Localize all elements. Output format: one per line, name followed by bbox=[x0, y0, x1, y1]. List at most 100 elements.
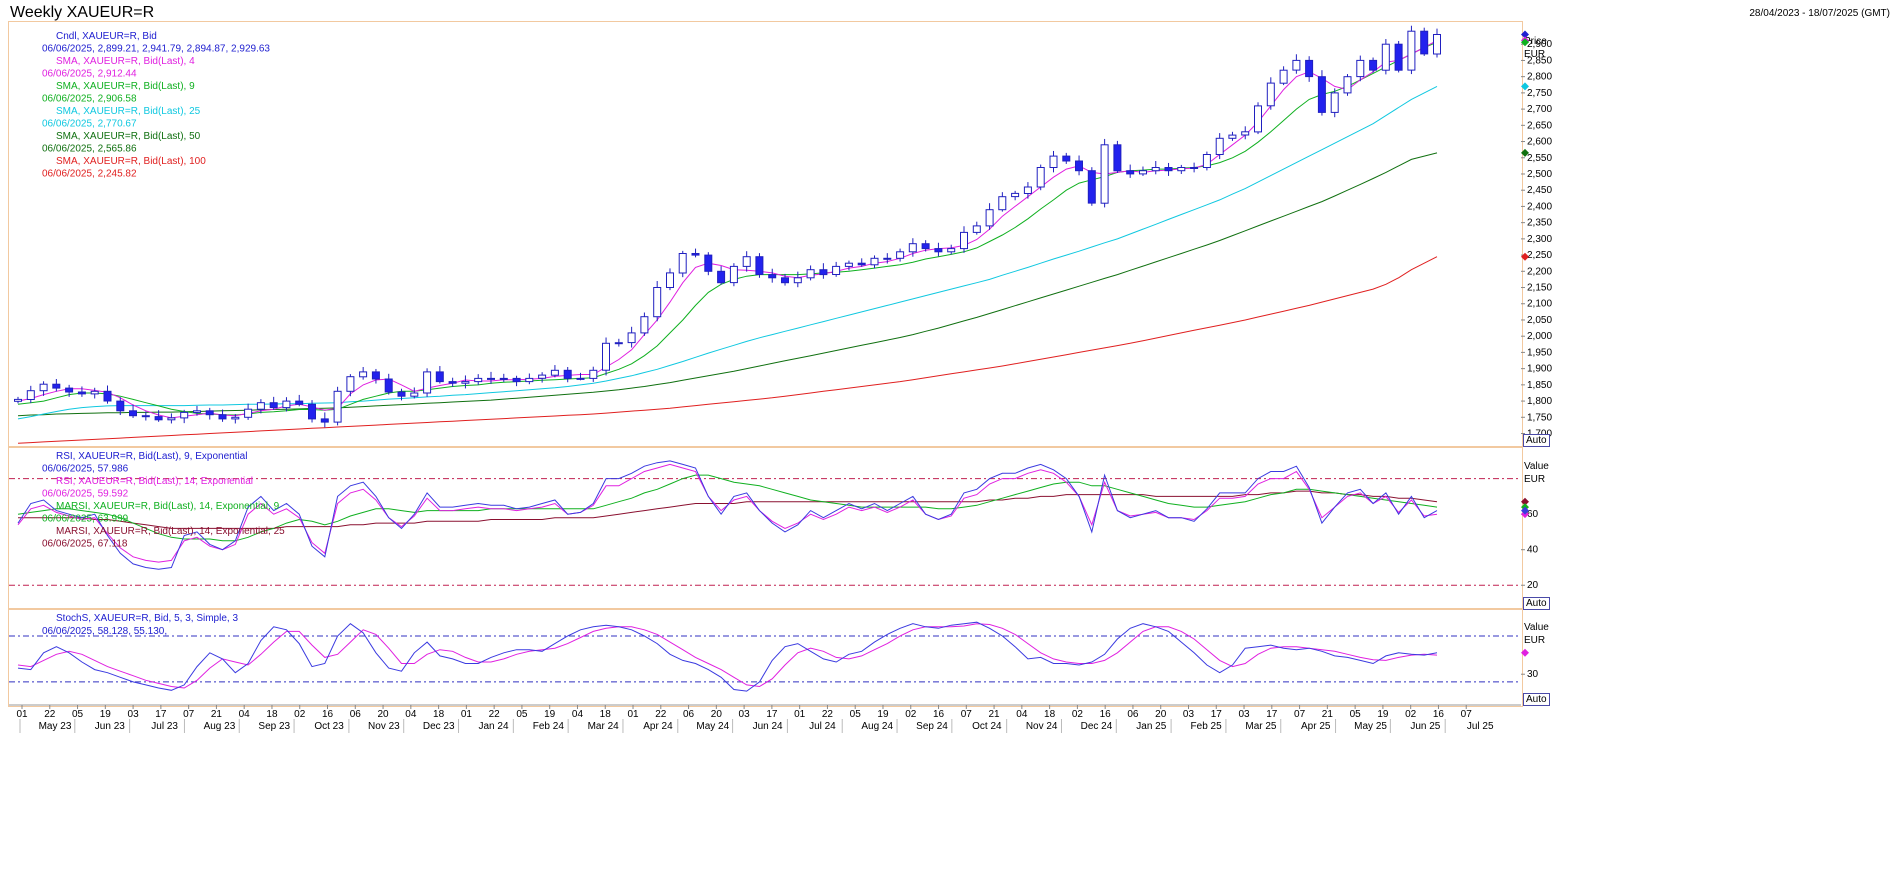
x-day-label: 21 bbox=[1322, 709, 1334, 720]
candle-body bbox=[205, 410, 214, 416]
stoch-legend-value: 06/06/2025, 58.128, 55.130, bbox=[42, 626, 167, 637]
x-day-label: 17 bbox=[155, 709, 167, 720]
x-day-label: 03 bbox=[128, 709, 140, 720]
stoch-axis-tick-label: 30 bbox=[1527, 669, 1539, 680]
x-day-label: 04 bbox=[572, 709, 584, 720]
x-month-label: May 23 bbox=[39, 721, 72, 732]
x-month-label: Feb 24 bbox=[533, 721, 565, 732]
candle-body bbox=[1420, 30, 1429, 55]
candle-body bbox=[487, 377, 495, 380]
candle-body bbox=[1266, 82, 1275, 107]
sma50-last-marker bbox=[1521, 148, 1529, 157]
candle-body bbox=[1343, 76, 1352, 94]
candle-body bbox=[1317, 76, 1326, 113]
sma100-last-marker bbox=[1521, 252, 1529, 261]
stoch-k-line bbox=[17, 621, 1438, 692]
price-legend-label: SMA, XAUEUR=R, Bid(Last), 25 bbox=[56, 106, 201, 117]
candle-body bbox=[1394, 43, 1403, 71]
candle-body bbox=[448, 381, 457, 384]
x-month-label: Jun 25 bbox=[1410, 721, 1440, 732]
candle-body bbox=[717, 270, 726, 284]
marsi25-last-marker bbox=[1521, 497, 1529, 506]
x-day-label: 04 bbox=[1016, 709, 1028, 720]
rsi-legend-value: 06/06/2025, 63.999 bbox=[42, 514, 129, 525]
x-day-label: 17 bbox=[1266, 709, 1278, 720]
x-day-label: 07 bbox=[1461, 709, 1473, 720]
candle-body bbox=[218, 414, 227, 420]
candle-body bbox=[525, 377, 534, 383]
x-day-label: 07 bbox=[961, 709, 973, 720]
price-axis-tick-label: 1,800 bbox=[1527, 396, 1552, 407]
candle-body bbox=[666, 272, 674, 288]
candle-body bbox=[602, 342, 610, 371]
candle-body bbox=[921, 243, 930, 250]
candle-body bbox=[1049, 155, 1058, 169]
candle-body bbox=[908, 243, 917, 253]
price-legend-value: 06/06/2025, 2,906.58 bbox=[42, 94, 137, 105]
x-month-label: Mar 24 bbox=[588, 721, 620, 732]
price-legend-value: 06/06/2025, 2,899.21, 2,941.79, 2,894.87… bbox=[42, 44, 270, 55]
x-day-label: 02 bbox=[1405, 709, 1417, 720]
candle-body bbox=[819, 269, 828, 276]
x-day-label: 01 bbox=[461, 709, 473, 720]
candle-body bbox=[1036, 167, 1045, 188]
candle-body bbox=[371, 371, 380, 380]
x-day-label: 17 bbox=[766, 709, 778, 720]
price-axis-tick-label: 1,950 bbox=[1527, 347, 1552, 358]
x-day-label: 19 bbox=[1377, 709, 1389, 720]
x-month-label: Jun 24 bbox=[753, 721, 783, 732]
price-axis-tick-label: 2,250 bbox=[1527, 250, 1552, 261]
rsi-axis-tick-label: 60 bbox=[1527, 509, 1539, 520]
candle-body bbox=[704, 254, 713, 272]
candle-body bbox=[435, 371, 444, 383]
x-day-label: 05 bbox=[72, 709, 84, 720]
price-legend-value: 06/06/2025, 2,912.44 bbox=[42, 69, 137, 80]
candle-body bbox=[1279, 69, 1288, 84]
candle-body bbox=[1356, 59, 1365, 78]
candle-body bbox=[1177, 167, 1186, 172]
price-axis-tick-label: 2,850 bbox=[1527, 55, 1552, 66]
chart-title: Weekly XAUEUR=R bbox=[10, 4, 155, 21]
x-day-label: 19 bbox=[877, 709, 889, 720]
stoch-auto-scale-button[interactable]: Auto bbox=[1523, 693, 1550, 706]
candle-body bbox=[90, 390, 99, 395]
candle-body bbox=[461, 381, 470, 384]
candle-body bbox=[397, 391, 406, 397]
candle-body bbox=[231, 416, 240, 420]
rsi-auto-scale-button[interactable]: Auto bbox=[1523, 597, 1550, 610]
price-axis-tick-label: 2,800 bbox=[1527, 72, 1552, 83]
rsi-axis-unit: EUR bbox=[1524, 474, 1545, 485]
x-month-label: Jun 23 bbox=[95, 721, 125, 732]
candle-body bbox=[384, 378, 393, 393]
candle-body bbox=[985, 209, 994, 227]
x-day-label: 16 bbox=[933, 709, 945, 720]
x-day-label: 22 bbox=[655, 709, 667, 720]
x-day-label: 05 bbox=[850, 709, 862, 720]
candle-body bbox=[1062, 155, 1071, 162]
price-axis-unit: EUR bbox=[1524, 49, 1545, 60]
x-day-label: 02 bbox=[294, 709, 306, 720]
candle-body bbox=[832, 265, 841, 275]
x-month-label: Apr 24 bbox=[643, 721, 673, 732]
stoch-d-line bbox=[17, 623, 1438, 689]
candle-body bbox=[960, 231, 968, 250]
x-day-label: 03 bbox=[1183, 709, 1195, 720]
candle-body bbox=[742, 256, 751, 267]
x-day-label: 20 bbox=[377, 709, 389, 720]
x-month-label: Jul 24 bbox=[809, 721, 836, 732]
x-day-label: 16 bbox=[1433, 709, 1445, 720]
x-day-label: 07 bbox=[183, 709, 195, 720]
price-auto-scale-button[interactable]: Auto bbox=[1523, 434, 1550, 447]
price-axis-tick-label: 2,550 bbox=[1527, 153, 1552, 164]
x-day-label: 05 bbox=[1350, 709, 1362, 720]
candle-body bbox=[781, 277, 789, 284]
candle-body bbox=[499, 377, 508, 380]
price-axis-title: Price bbox=[1524, 36, 1547, 47]
x-day-label: 05 bbox=[516, 709, 528, 720]
candle-body bbox=[512, 377, 521, 383]
candle-body bbox=[1330, 92, 1339, 113]
candle-body bbox=[52, 383, 61, 389]
price-axis-tick-label: 2,500 bbox=[1527, 169, 1552, 180]
stoch-panel[interactable] bbox=[8, 609, 1523, 707]
